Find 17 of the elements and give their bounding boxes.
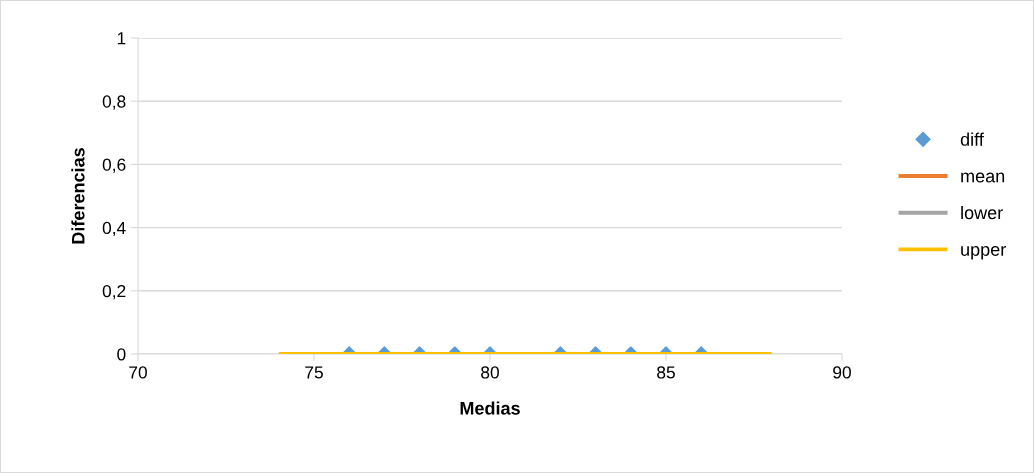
x-axis-title: Medias xyxy=(460,401,520,415)
legend-label: diff xyxy=(960,132,984,146)
y-tick-label: 0 xyxy=(117,348,126,361)
x-tick-label: 70 xyxy=(129,366,147,379)
y-tick-label: 0,8 xyxy=(102,95,126,110)
y-axis-title: Diferencias xyxy=(71,148,85,244)
y-tick-label: 0,6 xyxy=(102,158,126,173)
x-tick-label: 80 xyxy=(481,366,499,379)
legend-label: lower xyxy=(961,205,1003,220)
y-tick-label: 0,2 xyxy=(102,284,126,300)
x-tick-label: 75 xyxy=(305,366,323,379)
legend-label: mean xyxy=(961,172,1005,183)
y-tick-label: 0,4 xyxy=(102,221,126,237)
legend-label: upper xyxy=(961,245,1006,260)
y-tick-label: 1 xyxy=(117,32,126,45)
x-tick-label: 90 xyxy=(833,366,851,379)
x-tick-label: 85 xyxy=(657,366,675,379)
